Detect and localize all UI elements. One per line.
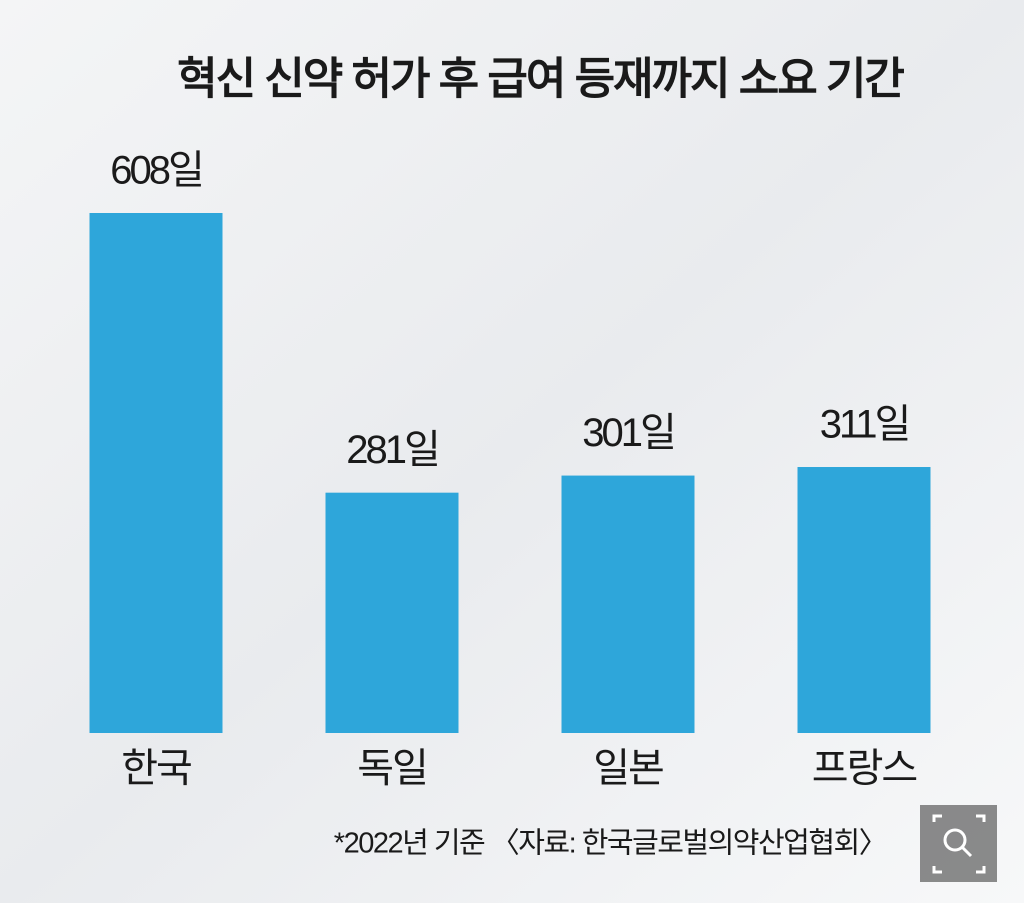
- value-label: 608일: [110, 149, 202, 193]
- zoom-button[interactable]: [920, 805, 997, 882]
- value-label: 301일: [582, 411, 674, 455]
- x-tick-label: 독일: [357, 747, 427, 791]
- zoom-lens: [943, 828, 967, 852]
- bar: [325, 492, 459, 733]
- bar: [797, 467, 931, 733]
- zoom-handle: [960, 845, 973, 858]
- chart-title: 혁신 신약 허가 후 급여 등재까지 소요 기간: [177, 55, 904, 104]
- bar: [561, 475, 695, 733]
- x-tick-label: 프랑스: [812, 747, 917, 791]
- bar: [89, 213, 223, 733]
- x-tick-label: 한국: [121, 747, 191, 791]
- value-label: 311일: [820, 403, 909, 447]
- value-label: 281일: [346, 428, 438, 472]
- x-tick-label: 일본: [593, 747, 663, 791]
- footnote: *2022년 기준 〈자료: 한국글로벌의약산업협회〉: [334, 827, 886, 860]
- zoom-frame: [932, 814, 986, 874]
